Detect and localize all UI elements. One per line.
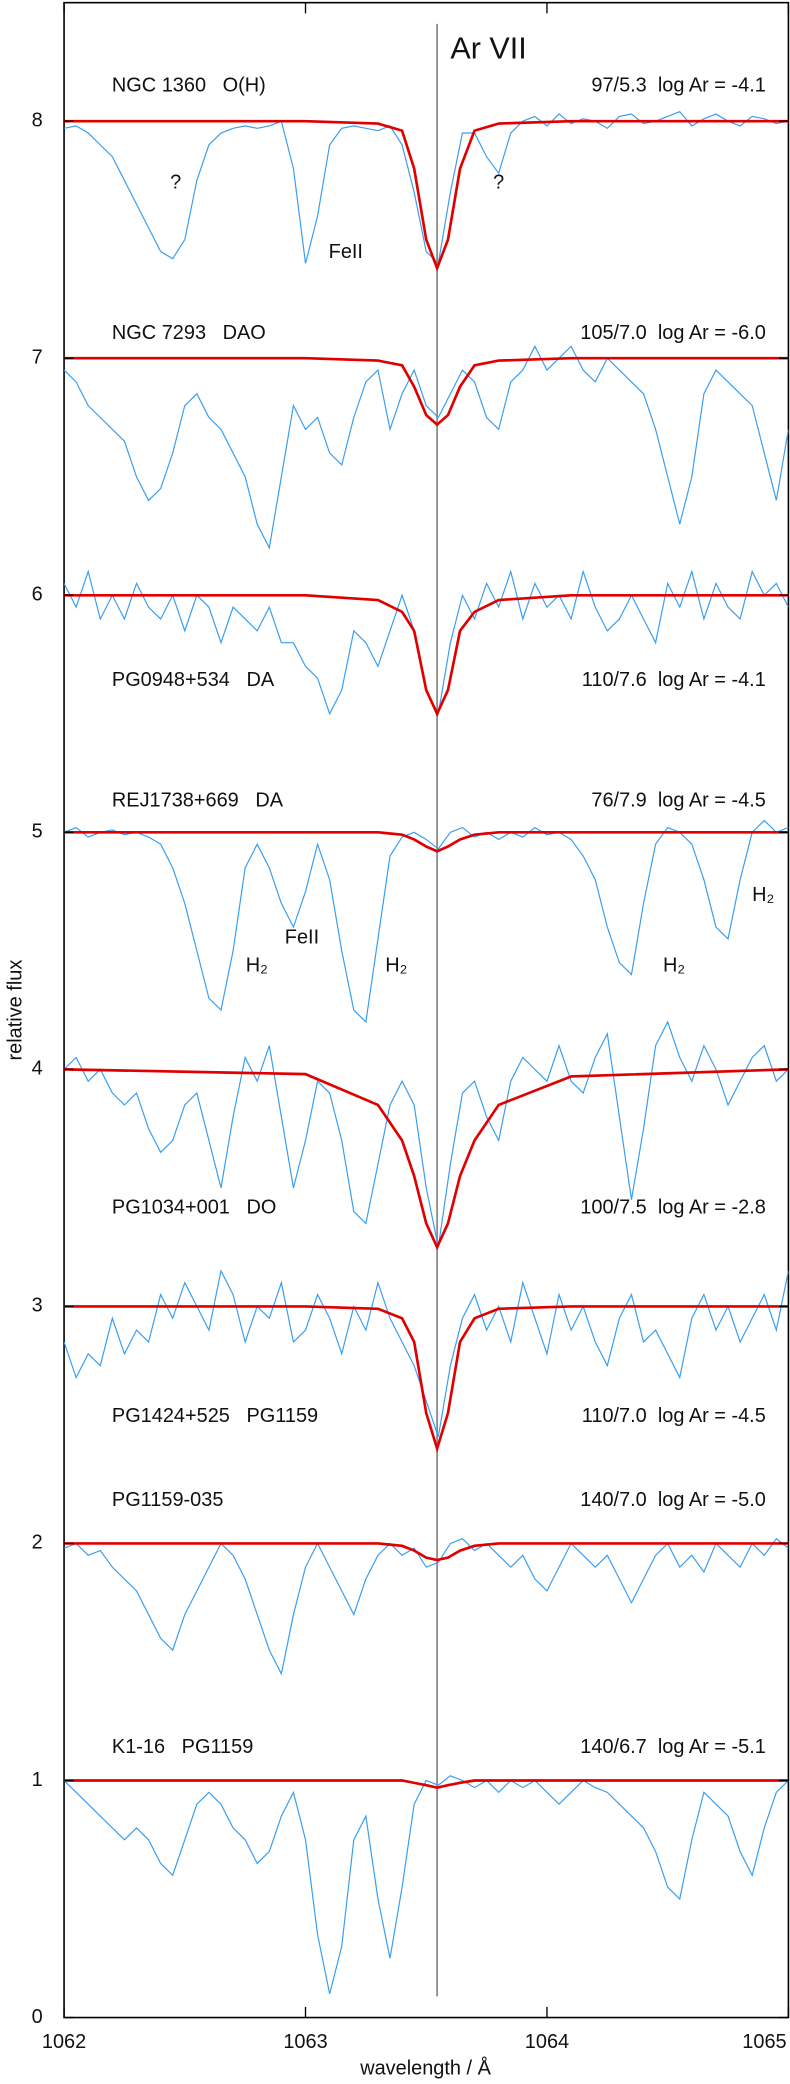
model-spectrum [64,1542,789,1562]
observed-spectrum [64,819,789,1024]
y-tick-label: 1 [32,1769,43,1791]
model-spectrum [64,356,789,427]
spectrum-params: 140/7.0 log Ar = -5.0 [580,1489,766,1511]
spectrum-params: 110/7.6 log Ar = -4.1 [582,669,766,691]
y-axis-label: relative flux [4,960,26,1061]
line-label: Ar VII [450,32,526,66]
spectrum-params: 140/6.7 log Ar = -5.1 [580,1736,766,1758]
plot-area [64,23,789,1997]
spectrum-name: NGC 7293 DAO [112,322,266,344]
spectrum-name: PG1034+001 DO [112,1196,276,1218]
feature-label: ? [493,172,504,194]
y-tick-label: 6 [32,584,43,606]
observed-spectrum [64,1269,789,1437]
observed-spectrum [64,1020,789,1248]
feature-label: H₂ [752,884,774,906]
model-spectrum [64,830,789,853]
x-tick-label: 1064 [525,2031,569,2053]
feature-label: H₂ [246,955,268,977]
x-axis-label: wavelength / Å [359,2057,491,2080]
spectrum-params: 97/5.3 log Ar = -4.1 [591,75,765,97]
y-tick-label: 8 [32,109,43,131]
observed-spectrum [64,345,789,550]
y-tick-label: 7 [32,346,43,368]
spectrum-params: 76/7.9 log Ar = -4.5 [591,790,765,812]
feature-label: H₂ [663,955,685,977]
y-tick-label: 4 [32,1058,43,1080]
y-tick-label: 0 [32,2006,43,2028]
x-tick-label: 1063 [283,2031,327,2053]
spectrum-params: 110/7.0 log Ar = -4.5 [582,1405,766,1427]
plot-frame [63,1,790,2019]
x-tick-label: 1062 [42,2031,86,2053]
feature-label: FeII [329,241,363,263]
spectrum-name: PG1424+525 PG1159 [112,1405,318,1427]
model-spectrum [64,119,789,272]
model-spectrum [64,593,789,717]
spectrum-name: REJ1738+669 DA [112,790,284,812]
spectrum-name: PG1159-035 [112,1489,224,1511]
spectrum-params: 105/7.0 log Ar = -6.0 [580,322,766,344]
spectrum-name: K1-16 PG1159 [112,1736,253,1758]
feature-label: ? [170,172,181,194]
x-tick-label: 1065 [742,2031,786,2053]
observed-spectrum [64,110,789,265]
observed-spectrum [64,1775,789,1994]
spectrum-params: 100/7.5 log Ar = -2.8 [580,1196,766,1218]
y-tick-label: 2 [32,1532,43,1554]
feature-label: H₂ [385,955,407,977]
spectrum-name: PG0948+534 DA [112,669,275,691]
y-tick-label: 5 [32,821,43,843]
spectrum-name: NGC 1360 O(H) [112,75,266,97]
model-spectrum [64,1779,789,1789]
y-tick-label: 3 [32,1295,43,1317]
model-spectrum [64,1068,789,1251]
feature-label: FeII [285,927,319,949]
model-spectrum [64,1305,789,1454]
